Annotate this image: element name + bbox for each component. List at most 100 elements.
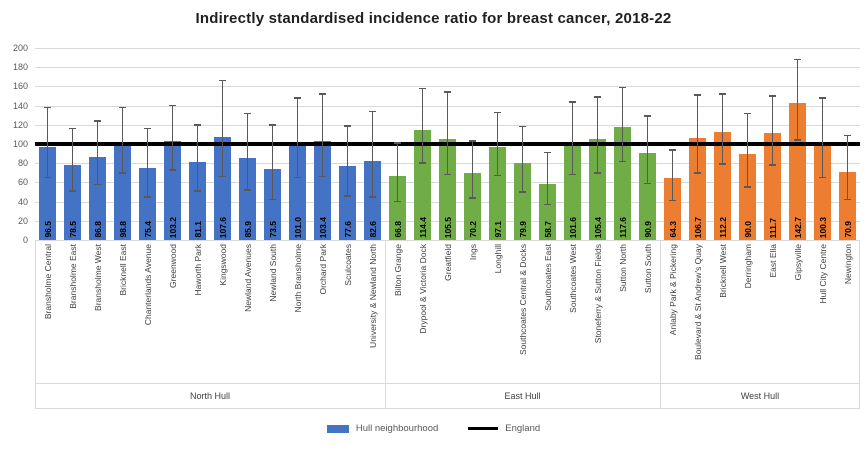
error-bar-cap-top [619,86,626,89]
bar-value-text: 117.6 [617,217,628,238]
error-bar-cap-bottom [769,164,776,166]
error-bar [646,116,649,184]
error-bar-cap-bottom [444,173,451,176]
error-bar [346,125,349,196]
bar-value-label: 75.4 [135,150,160,238]
bar-value-text: 107.6 [217,216,228,238]
error-bar [771,96,774,166]
error-bar-cap-top [169,104,176,107]
error-bar-cap-bottom [669,199,676,202]
bar [414,130,431,240]
bar [239,157,256,240]
error-bar [321,94,324,177]
category-label: Boulevard & St Andrew's Quay [685,244,710,379]
bar-value-text: 86.8 [92,221,103,238]
bar [514,163,531,240]
error-bar [446,92,449,175]
category-label-text: Gipsyville [792,244,803,281]
category-label: Kingswood [210,244,235,379]
bar-value-label: 82.6 [360,150,385,238]
error-bar-cap-bottom [169,169,176,171]
category-label: Longhill [485,244,510,379]
category-label-text: Sutton South [642,244,653,294]
error-bar-cap-top [119,106,126,109]
bar-value-text: 100.3 [817,216,828,238]
category-label-text: Sculcoates [342,244,353,286]
category-label-text: Bransholme Central [42,244,53,320]
error-bar [496,112,499,176]
bar-value-label: 106.7 [685,150,710,238]
bar-value-label: 98.8 [110,150,135,238]
bar-value-label: 64.3 [660,150,685,238]
bar [764,132,781,240]
error-bar-cap-bottom [344,195,351,197]
category-label-text: Greatfield [442,244,453,281]
error-bar [371,111,374,197]
error-bar-cap-bottom [544,203,551,206]
category-label-text: Stoneferry & Sutton Fields [592,244,603,344]
error-bar-cap-bottom [569,173,576,176]
bar-value-text: 70.2 [467,221,478,238]
category-label: Sculcoates [335,244,360,379]
category-label: Anlaby Park & Pickering [660,244,685,379]
error-bar-cap-bottom [369,196,376,198]
error-bar-cap-bottom [494,174,501,177]
y-axis-tick-label: 160 [12,81,28,92]
category-label: Bricknell East [110,244,135,379]
error-bar-cap-top [594,96,601,98]
category-label-text: Bricknell West [717,244,728,298]
bar [464,172,481,240]
y-axis-tick-label: 0 [22,235,28,245]
bar-value-text: 105.5 [442,216,453,238]
bar [189,162,206,240]
category-label: Greenwood [160,244,185,379]
error-bar-cap-bottom [319,175,326,178]
category-label: Orchard Park [310,244,335,379]
error-bar-cap-bottom [419,162,426,164]
bar [689,137,706,240]
bar [114,145,131,240]
bar-value-label: 70.9 [835,150,860,238]
category-label-text: Newland South [267,244,278,302]
bar-value-label: 90.0 [735,150,760,238]
error-bar-cap-bottom [69,190,76,192]
bar-value-label: 103.4 [310,150,335,238]
error-bar-cap-bottom [594,172,601,174]
y-axis-tick-label: 40 [17,196,28,207]
error-bar-cap-top [544,151,551,154]
bar [89,156,106,240]
error-bar [621,87,624,162]
bar-value-label: 105.5 [435,150,460,238]
error-bar-cap-top [94,120,101,122]
error-bar [546,152,549,205]
bar [839,171,856,240]
category-label: Bricknell West [710,244,735,379]
error-bar-cap-top [69,127,76,130]
bar-value-label: 112.2 [710,150,735,238]
error-bar-cap-top [219,79,226,82]
category-label: Southcoates West [560,244,585,379]
bar-value-text: 105.4 [592,216,603,238]
bar-value-label: 81.1 [185,150,210,238]
group-divider [660,240,661,409]
error-bar-cap-top [819,97,826,99]
category-label-text: Haworth Park [192,244,203,296]
error-bar [746,113,749,188]
bar-value-label: 73.5 [260,150,285,238]
error-bar [671,149,674,201]
error-bar-cap-top [369,110,376,113]
bar-value-label: 114.4 [410,150,435,238]
bar-value-text: 77.6 [342,221,353,238]
error-bar [196,124,199,192]
category-label: Southcoates Central & Docks [510,244,535,379]
error-bar-cap-top [644,115,651,117]
error-bar-cap-top [719,93,726,95]
error-bar-cap-top [519,125,526,128]
category-label: Newington [835,244,860,379]
bar-value-text: 106.7 [692,216,703,238]
bar-value-label: 77.6 [335,150,360,238]
category-label-text: Greenwood [167,244,178,288]
error-bar [696,95,699,173]
category-label-text: Southcoates East [542,244,553,311]
y-axis-tick-label: 20 [17,215,28,226]
